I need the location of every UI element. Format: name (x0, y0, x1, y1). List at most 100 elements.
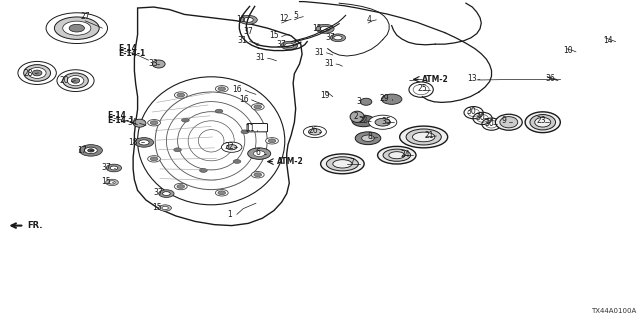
Text: 37: 37 (243, 28, 253, 36)
Circle shape (252, 104, 264, 110)
Text: 20: 20 (59, 76, 69, 85)
Circle shape (320, 26, 330, 31)
Circle shape (148, 156, 161, 162)
Circle shape (330, 34, 346, 42)
Circle shape (159, 190, 174, 197)
Circle shape (369, 115, 397, 129)
Text: 22: 22 (359, 116, 368, 125)
Circle shape (163, 192, 170, 196)
Circle shape (177, 93, 185, 97)
Circle shape (88, 149, 94, 152)
Circle shape (333, 36, 342, 40)
Circle shape (355, 132, 381, 145)
Text: 3: 3 (356, 97, 361, 106)
Text: 10: 10 (563, 46, 573, 55)
Text: 24: 24 (400, 150, 410, 159)
Text: 27: 27 (80, 12, 90, 21)
Text: 30: 30 (484, 119, 494, 128)
Text: 15: 15 (312, 24, 323, 33)
Text: 29: 29 (379, 94, 389, 103)
Text: E-14-1: E-14-1 (108, 116, 135, 125)
Circle shape (46, 13, 108, 44)
Circle shape (106, 164, 122, 172)
Circle shape (215, 189, 228, 196)
Text: 37: 37 (276, 40, 287, 49)
Text: E-14-1: E-14-1 (118, 49, 146, 58)
Ellipse shape (333, 160, 352, 168)
Circle shape (254, 105, 262, 109)
Text: 30: 30 (466, 108, 476, 116)
Circle shape (266, 138, 278, 144)
Circle shape (182, 118, 189, 122)
Ellipse shape (326, 157, 358, 171)
Text: 12: 12 (279, 14, 288, 23)
Text: 8: 8 (367, 132, 372, 141)
Text: 32: 32 (224, 142, 234, 151)
Text: 11: 11 (245, 124, 254, 133)
Circle shape (243, 17, 253, 22)
Text: 1: 1 (227, 210, 232, 219)
Text: 5: 5 (293, 12, 298, 20)
Text: 13: 13 (467, 74, 477, 83)
Ellipse shape (63, 73, 88, 88)
Text: TX44A0100A: TX44A0100A (591, 308, 637, 314)
Ellipse shape (72, 78, 79, 83)
Circle shape (139, 140, 149, 145)
Ellipse shape (360, 98, 372, 105)
Text: 17: 17 (77, 146, 87, 155)
Ellipse shape (399, 126, 448, 148)
Circle shape (215, 86, 228, 92)
Text: 31: 31 (237, 36, 247, 45)
Circle shape (303, 126, 326, 138)
Circle shape (54, 17, 99, 39)
Circle shape (150, 121, 158, 125)
Ellipse shape (525, 112, 561, 132)
Text: 15: 15 (152, 203, 163, 212)
Circle shape (162, 206, 168, 210)
Text: 15: 15 (269, 31, 279, 40)
Ellipse shape (18, 61, 56, 84)
Text: 35: 35 (381, 117, 391, 126)
Circle shape (174, 183, 187, 190)
Circle shape (109, 181, 115, 184)
Circle shape (84, 147, 97, 154)
Circle shape (218, 87, 225, 91)
Text: 31: 31 (314, 48, 324, 57)
Text: 36: 36 (545, 74, 556, 83)
Text: 7: 7 (349, 158, 355, 167)
Circle shape (150, 157, 158, 161)
Text: 18: 18 (129, 138, 138, 147)
Circle shape (200, 169, 207, 172)
Ellipse shape (28, 68, 46, 78)
Text: 23: 23 (536, 116, 547, 125)
Circle shape (268, 139, 276, 143)
Circle shape (381, 94, 402, 104)
Text: 2: 2 (353, 112, 358, 121)
Circle shape (316, 24, 334, 33)
Circle shape (173, 148, 181, 152)
Text: 25: 25 (417, 84, 428, 93)
Circle shape (308, 129, 321, 135)
Text: 19: 19 (320, 92, 330, 100)
Ellipse shape (383, 149, 411, 161)
Circle shape (253, 151, 265, 156)
Text: 28: 28 (24, 69, 33, 78)
Text: 15: 15 (100, 177, 111, 186)
Circle shape (221, 142, 242, 152)
Ellipse shape (33, 70, 42, 76)
Text: 15: 15 (236, 15, 246, 24)
Circle shape (69, 24, 84, 32)
Text: ATM-2: ATM-2 (276, 157, 303, 166)
Circle shape (375, 118, 390, 126)
Ellipse shape (500, 117, 518, 128)
Ellipse shape (133, 119, 146, 127)
Ellipse shape (57, 70, 94, 92)
Circle shape (110, 166, 118, 170)
Text: 37: 37 (154, 188, 164, 197)
Circle shape (134, 138, 154, 147)
Text: 16: 16 (232, 85, 243, 94)
Circle shape (352, 115, 375, 127)
Circle shape (215, 109, 223, 113)
Circle shape (63, 21, 91, 35)
FancyBboxPatch shape (247, 124, 268, 132)
